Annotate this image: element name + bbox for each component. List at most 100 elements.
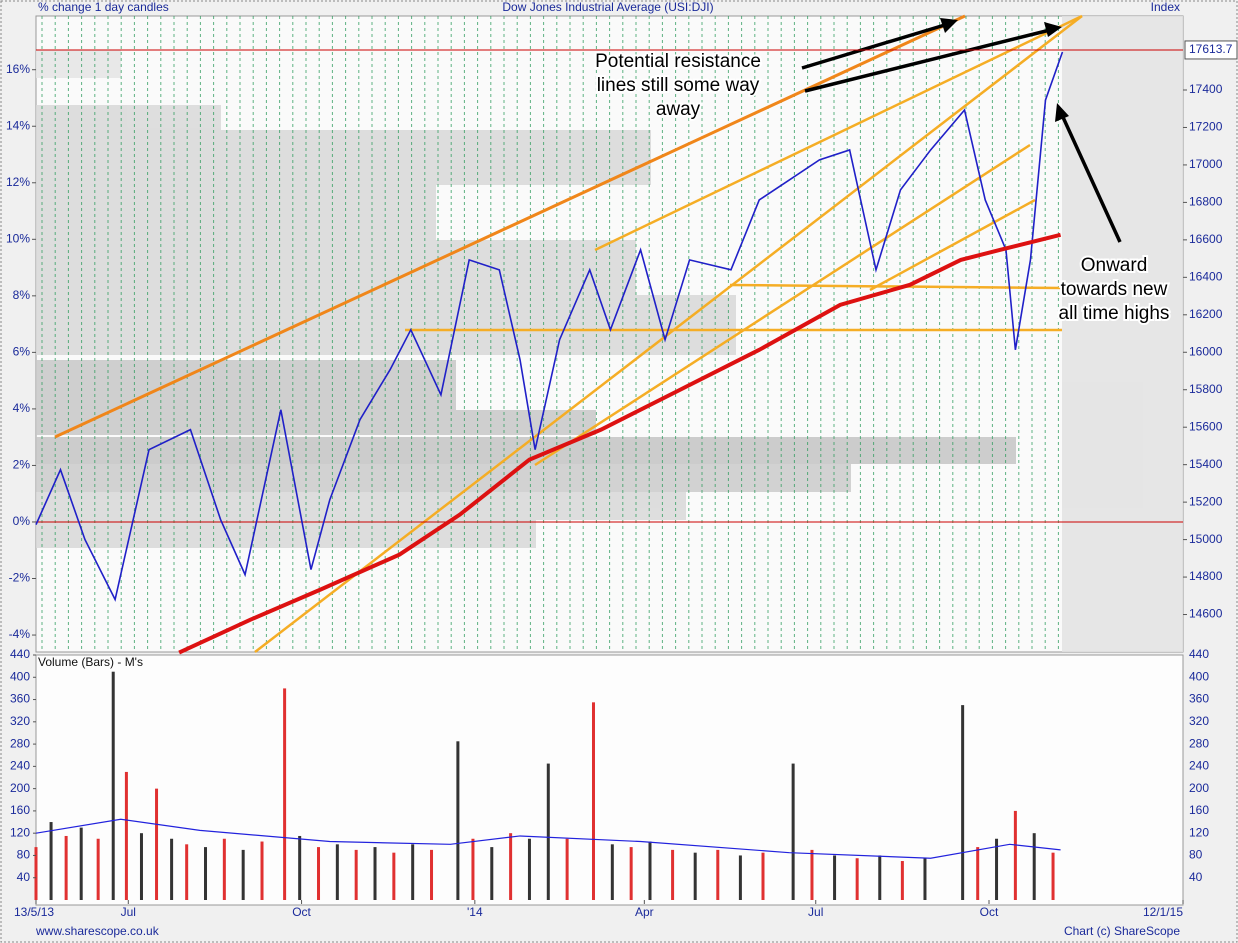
volume-tick-label: 360 bbox=[10, 692, 30, 706]
y2-tick-label: 10% bbox=[6, 231, 30, 245]
volume-tick-label-right: 320 bbox=[1189, 714, 1209, 728]
y2-tick-label: 16% bbox=[6, 62, 30, 76]
y-tick-label: 16600 bbox=[1189, 232, 1223, 246]
volume-bar bbox=[900, 861, 904, 900]
volume-bar bbox=[392, 852, 396, 900]
volume-bar bbox=[738, 855, 742, 900]
y-tick-label: 16200 bbox=[1189, 307, 1223, 321]
volume-bar bbox=[1051, 852, 1055, 900]
x-tick-label: Oct bbox=[980, 905, 999, 919]
annotation: Onward bbox=[1081, 255, 1148, 276]
volume-bar bbox=[317, 847, 321, 900]
volume-bar bbox=[411, 844, 415, 900]
annotation: away bbox=[656, 99, 701, 120]
volume-bar bbox=[610, 844, 614, 900]
volume-bar bbox=[976, 847, 980, 900]
y-tick-label: 17000 bbox=[1189, 157, 1223, 171]
y-tick-label: 15800 bbox=[1189, 382, 1223, 396]
volume-tick-label: 400 bbox=[10, 669, 30, 683]
annotation: all time highs bbox=[1059, 303, 1170, 324]
x-tick-label: '14 bbox=[467, 905, 483, 919]
volume-bar bbox=[509, 833, 513, 900]
x-tick-label: Jul bbox=[808, 905, 823, 919]
x-tick-label: Jul bbox=[121, 905, 136, 919]
volume-bar bbox=[791, 763, 795, 900]
volume-bar bbox=[833, 855, 837, 900]
last-price-label: 17613.7 bbox=[1189, 42, 1233, 56]
volume-bar bbox=[546, 763, 550, 900]
volume-tick-label: 200 bbox=[10, 781, 30, 795]
y2-tick-label: 8% bbox=[13, 288, 31, 302]
volume-bar bbox=[335, 844, 339, 900]
volume-bar bbox=[373, 847, 377, 900]
volume-bar bbox=[648, 841, 652, 900]
volume-bar bbox=[34, 847, 38, 900]
volume-bar bbox=[716, 849, 720, 900]
y-tick-label: 14600 bbox=[1189, 607, 1223, 621]
y-axis-label: Index bbox=[1151, 0, 1180, 14]
vertical-grid bbox=[41, 16, 1059, 652]
last-price-box bbox=[1184, 40, 1238, 60]
y2-tick-label: 4% bbox=[13, 401, 31, 415]
volume-tick-label-right: 440 bbox=[1189, 647, 1209, 661]
volume-tick-label: 240 bbox=[10, 759, 30, 773]
volume-bar bbox=[961, 705, 965, 900]
volume-bar bbox=[1032, 833, 1036, 900]
footer-right: Chart (c) ShareScope bbox=[1064, 924, 1180, 938]
volume-bar bbox=[629, 847, 633, 900]
volume-bar bbox=[64, 835, 68, 900]
volume-bar bbox=[456, 741, 460, 900]
volume-bar bbox=[260, 841, 264, 900]
annotation: Potential resistance bbox=[595, 51, 761, 72]
volume-tick-label-right: 160 bbox=[1189, 803, 1209, 817]
volume-tick-label-right: 280 bbox=[1189, 736, 1209, 750]
volume-bar bbox=[204, 847, 208, 900]
volume-tick-label-right: 360 bbox=[1189, 692, 1209, 706]
y2-tick-label: -2% bbox=[9, 571, 31, 585]
volume-bar bbox=[995, 838, 999, 900]
y2-tick-label: 12% bbox=[6, 175, 30, 189]
y-tick-label: 14800 bbox=[1189, 569, 1223, 583]
volume-bar bbox=[124, 771, 128, 900]
volume-bar bbox=[155, 788, 159, 900]
volume-bar bbox=[170, 838, 174, 900]
y-tick-label: 17400 bbox=[1189, 82, 1223, 96]
chart-title: Dow Jones Industrial Average (USI:DJI) bbox=[502, 0, 713, 14]
y-tick-label: 16400 bbox=[1189, 270, 1223, 284]
volume-bar bbox=[283, 688, 287, 900]
volume-tick-label: 80 bbox=[17, 848, 31, 862]
volume-bar bbox=[591, 702, 595, 900]
volume-bar bbox=[96, 838, 100, 900]
volume-profile bbox=[36, 16, 1183, 652]
volume-bar bbox=[185, 844, 189, 900]
volume-bar bbox=[49, 822, 53, 900]
volume-tick-label: 160 bbox=[10, 803, 30, 817]
volume-average bbox=[35, 818, 1061, 859]
y-tick-label: 16000 bbox=[1189, 344, 1223, 358]
y-tick-label: 16800 bbox=[1189, 195, 1223, 209]
volume-tick-label: 120 bbox=[10, 825, 30, 839]
y2-tick-label: 0% bbox=[13, 514, 31, 528]
y-tick-label: 15000 bbox=[1189, 532, 1223, 546]
volume-plot-area bbox=[35, 654, 1184, 906]
volume-bar bbox=[761, 852, 765, 900]
volume-tick-label-right: 400 bbox=[1189, 669, 1209, 683]
volume-tick-label-right: 240 bbox=[1189, 759, 1209, 773]
volume-bar bbox=[241, 849, 245, 900]
volume-tick-label: 320 bbox=[10, 714, 30, 728]
x-tick-label: 13/5/13 bbox=[14, 905, 54, 919]
volume-bar bbox=[527, 838, 531, 900]
volume-bar bbox=[855, 858, 859, 900]
volume-tick-label: 440 bbox=[10, 647, 30, 661]
chart-subtitle: % change 1 day candles bbox=[38, 0, 169, 14]
annotation: towards new bbox=[1061, 279, 1168, 300]
volume-bar bbox=[923, 858, 927, 900]
volume-bar bbox=[111, 671, 115, 900]
price-line bbox=[35, 51, 1064, 602]
volume-bar bbox=[79, 827, 83, 900]
y2-tick-label: -4% bbox=[9, 627, 31, 641]
volume-bar bbox=[671, 849, 675, 900]
arrows bbox=[801, 18, 1122, 243]
